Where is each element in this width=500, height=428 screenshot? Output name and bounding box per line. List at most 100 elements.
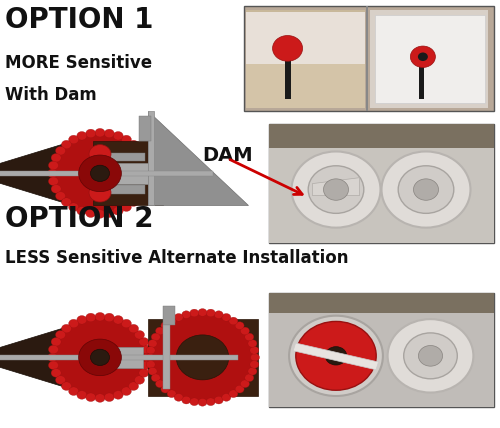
Circle shape <box>190 309 199 317</box>
Bar <box>268 124 494 243</box>
Circle shape <box>68 203 78 211</box>
Circle shape <box>410 46 436 68</box>
Bar <box>102 163 148 184</box>
Circle shape <box>68 387 78 395</box>
Polygon shape <box>162 160 208 186</box>
Circle shape <box>167 317 176 325</box>
Circle shape <box>229 390 238 398</box>
Circle shape <box>151 333 160 341</box>
Circle shape <box>89 183 111 202</box>
Circle shape <box>139 184 149 193</box>
Circle shape <box>48 353 58 362</box>
Bar <box>375 15 485 103</box>
Circle shape <box>161 322 170 330</box>
Circle shape <box>214 311 223 318</box>
Polygon shape <box>0 141 72 205</box>
Bar <box>148 111 154 205</box>
Circle shape <box>56 376 66 384</box>
Bar <box>148 319 258 396</box>
Circle shape <box>146 347 155 354</box>
Circle shape <box>182 311 191 318</box>
Circle shape <box>122 387 132 395</box>
Circle shape <box>146 360 155 368</box>
Circle shape <box>182 396 191 404</box>
Circle shape <box>139 154 149 162</box>
Polygon shape <box>312 178 360 196</box>
Bar <box>246 12 365 64</box>
Circle shape <box>142 345 152 354</box>
Circle shape <box>382 152 470 228</box>
Circle shape <box>78 339 122 376</box>
Circle shape <box>190 398 199 406</box>
Circle shape <box>404 333 458 379</box>
Circle shape <box>48 169 58 178</box>
Circle shape <box>156 380 164 388</box>
Circle shape <box>56 192 66 200</box>
Circle shape <box>86 313 96 322</box>
Circle shape <box>148 340 157 348</box>
Circle shape <box>176 335 229 380</box>
Circle shape <box>222 313 231 321</box>
Circle shape <box>95 210 105 218</box>
Circle shape <box>248 367 257 375</box>
Bar <box>284 48 290 99</box>
Circle shape <box>248 340 257 348</box>
Circle shape <box>156 327 164 335</box>
Circle shape <box>139 369 149 377</box>
Circle shape <box>324 179 348 200</box>
Circle shape <box>292 152 380 228</box>
Circle shape <box>104 313 115 322</box>
Circle shape <box>150 312 255 402</box>
Circle shape <box>148 367 157 375</box>
Circle shape <box>326 347 346 365</box>
Bar <box>138 116 151 141</box>
Circle shape <box>388 319 474 392</box>
Circle shape <box>90 165 110 181</box>
Circle shape <box>48 177 58 186</box>
Circle shape <box>142 361 152 370</box>
Circle shape <box>240 380 250 388</box>
Circle shape <box>134 330 144 339</box>
Bar <box>0 171 212 176</box>
Circle shape <box>68 319 78 328</box>
Circle shape <box>122 135 132 144</box>
Circle shape <box>51 338 61 346</box>
Circle shape <box>78 155 122 192</box>
Circle shape <box>113 391 123 399</box>
Bar <box>246 50 365 108</box>
Text: OPTION 1: OPTION 1 <box>5 6 154 34</box>
Circle shape <box>296 321 376 390</box>
Circle shape <box>198 398 207 406</box>
Circle shape <box>151 374 160 382</box>
Circle shape <box>48 345 58 354</box>
Circle shape <box>51 184 61 193</box>
Circle shape <box>289 316 383 396</box>
Bar <box>268 313 494 407</box>
Circle shape <box>77 391 87 399</box>
Circle shape <box>161 385 170 393</box>
Bar <box>370 10 488 108</box>
Circle shape <box>174 313 183 321</box>
Circle shape <box>174 394 183 401</box>
Circle shape <box>95 394 105 402</box>
Circle shape <box>77 207 87 215</box>
Circle shape <box>308 166 364 214</box>
Circle shape <box>142 177 152 186</box>
Bar <box>102 347 142 368</box>
Polygon shape <box>148 111 248 205</box>
Circle shape <box>272 36 302 61</box>
Circle shape <box>52 317 148 398</box>
Bar <box>268 124 494 148</box>
Circle shape <box>134 376 144 384</box>
Circle shape <box>134 146 144 155</box>
Bar <box>366 6 368 111</box>
Circle shape <box>142 353 152 362</box>
Circle shape <box>134 192 144 200</box>
Circle shape <box>250 360 259 368</box>
Circle shape <box>62 382 72 390</box>
Circle shape <box>113 131 123 140</box>
Circle shape <box>95 128 105 137</box>
Circle shape <box>398 166 454 214</box>
Circle shape <box>418 53 428 61</box>
Circle shape <box>104 129 115 138</box>
